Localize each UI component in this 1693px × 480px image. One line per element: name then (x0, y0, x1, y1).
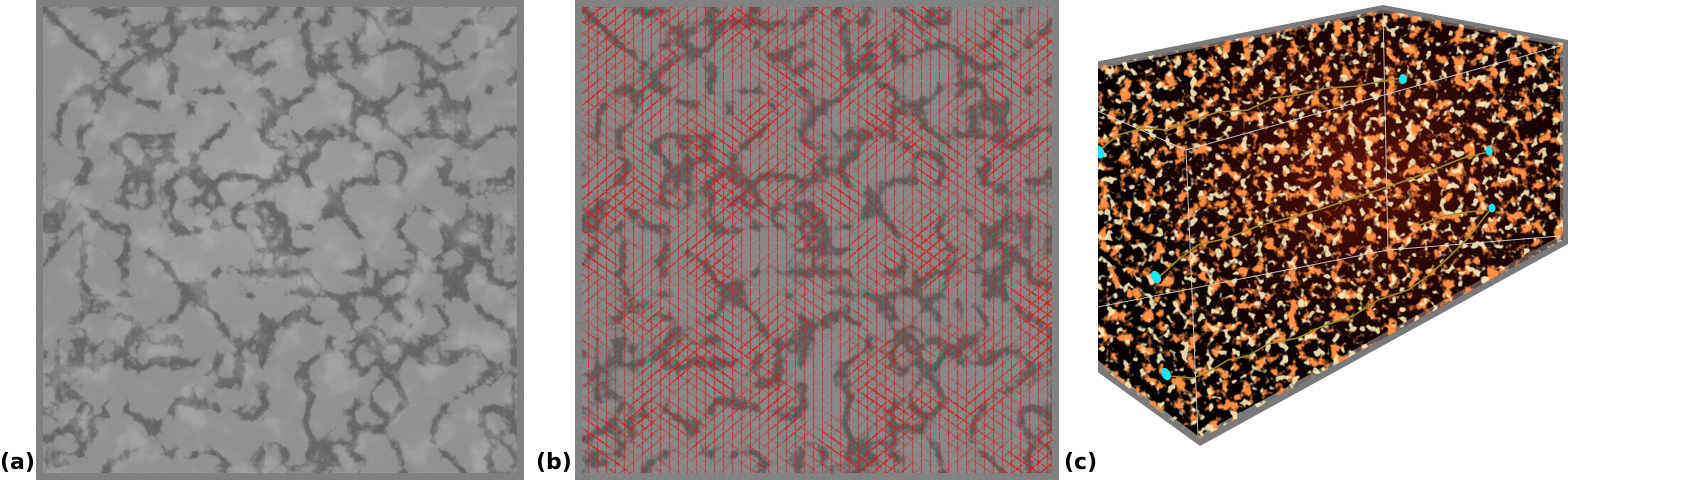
marker-3 (1485, 146, 1493, 156)
marker-6 (1160, 367, 1172, 381)
marker-4 (1488, 203, 1496, 213)
panel-label-a: (a) (0, 450, 35, 475)
red-vector-field (582, 7, 1052, 473)
box-wireframe (1098, 12, 1561, 437)
particle-tracks (1099, 77, 1491, 379)
track-3 (1167, 209, 1491, 379)
panel-label-b: (b) (536, 450, 572, 475)
panel-c-volume-render (1098, 0, 1693, 480)
marker-1 (1098, 145, 1105, 159)
marker-5 (1150, 270, 1162, 284)
track-4 (1417, 209, 1489, 227)
slice-a-content (43, 7, 517, 473)
track-2 (1159, 151, 1489, 277)
marker-2 (1399, 74, 1407, 84)
panel-b-vector-field (575, 0, 1059, 480)
panel-label-c: (c) (1064, 450, 1098, 475)
volume-density (1098, 10, 1563, 440)
track-markers (1098, 74, 1496, 381)
panel-a-density-slice (36, 0, 524, 480)
vector-field-image (575, 0, 1059, 480)
track-1 (1099, 77, 1404, 151)
volume-render-image (1098, 5, 1568, 446)
density-slice-image (36, 0, 524, 480)
